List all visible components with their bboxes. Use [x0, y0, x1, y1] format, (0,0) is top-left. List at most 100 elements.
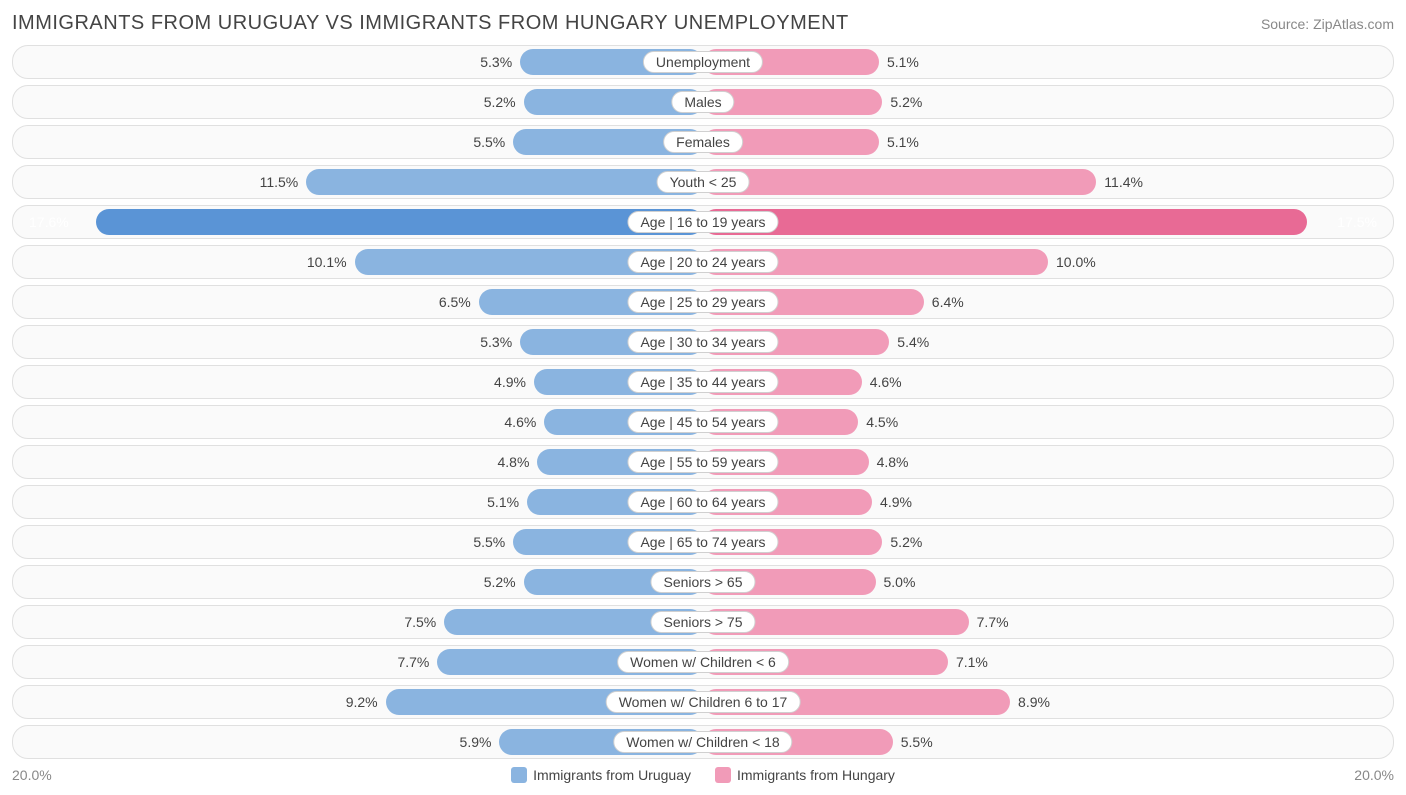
value-right: 5.5%: [893, 734, 941, 750]
bar-right-container: 8.9%: [703, 689, 1393, 715]
chart-row: 6.5% 6.4% Age | 25 to 29 years: [12, 285, 1394, 319]
category-label: Age | 30 to 34 years: [627, 331, 778, 353]
butterfly-chart: 5.3% 5.1% Unemployment 5.2% 5.2% Males 5.5% 5.1…: [12, 45, 1394, 759]
chart-row: 17.6% 17.5% Age | 16 to 19 years: [12, 205, 1394, 239]
value-right: 6.4%: [924, 294, 972, 310]
value-right: 7.1%: [948, 654, 996, 670]
category-label: Age | 35 to 44 years: [627, 371, 778, 393]
bar-right-container: 4.6%: [703, 369, 1393, 395]
chart-footer: 20.0% Immigrants from Uruguay Immigrants…: [12, 767, 1394, 783]
value-left: 7.5%: [396, 614, 444, 630]
category-label: Males: [671, 91, 734, 113]
bar-left-container: 5.5%: [13, 129, 703, 155]
axis-max-left: 20.0%: [12, 767, 52, 783]
value-right: 5.1%: [879, 134, 927, 150]
bar-left-container: 5.2%: [13, 89, 703, 115]
category-label: Age | 55 to 59 years: [627, 451, 778, 473]
value-right: 7.7%: [969, 614, 1017, 630]
chart-row: 4.8% 4.8% Age | 55 to 59 years: [12, 445, 1394, 479]
value-left: 5.9%: [452, 734, 500, 750]
chart-row: 7.5% 7.7% Seniors > 75: [12, 605, 1394, 639]
value-left: 5.5%: [465, 534, 513, 550]
bar-right-container: 5.0%: [703, 569, 1393, 595]
category-label: Unemployment: [643, 51, 763, 73]
chart-row: 5.2% 5.2% Males: [12, 85, 1394, 119]
bar-right-container: 7.7%: [703, 609, 1393, 635]
value-left: 5.1%: [479, 494, 527, 510]
value-right: 8.9%: [1010, 694, 1058, 710]
value-left: 5.5%: [465, 134, 513, 150]
category-label: Age | 16 to 19 years: [627, 211, 778, 233]
bar-left-container: 4.8%: [13, 449, 703, 475]
value-right: 17.5%: [1329, 214, 1385, 230]
bar-left-container: 11.5%: [13, 169, 703, 195]
value-right: 5.2%: [882, 94, 930, 110]
bar-right-container: 5.4%: [703, 329, 1393, 355]
legend-swatch-left: [511, 767, 527, 783]
legend-label-left: Immigrants from Uruguay: [533, 767, 691, 783]
value-left: 5.3%: [472, 54, 520, 70]
category-label: Women w/ Children < 6: [617, 651, 789, 673]
value-left: 7.7%: [389, 654, 437, 670]
bar-right-container: 4.9%: [703, 489, 1393, 515]
bar-left-container: 10.1%: [13, 249, 703, 275]
bar-right-container: 10.0%: [703, 249, 1393, 275]
value-left: 4.9%: [486, 374, 534, 390]
value-right: 4.8%: [869, 454, 917, 470]
value-left: 17.6%: [21, 214, 77, 230]
bar-right-container: 5.5%: [703, 729, 1393, 755]
chart-row: 5.5%5.2%Age | 65 to 74 years: [12, 525, 1394, 559]
bar-left-container: 6.5%: [13, 289, 703, 315]
category-label: Seniors > 65: [651, 571, 756, 593]
category-label: Age | 20 to 24 years: [627, 251, 778, 273]
bar-left-container: 7.7%: [13, 649, 703, 675]
bar-right-container: 7.1%: [703, 649, 1393, 675]
chart-row: 5.3% 5.4% Age | 30 to 34 years: [12, 325, 1394, 359]
value-right: 5.1%: [879, 54, 927, 70]
bar-right-container: 5.2%: [703, 89, 1393, 115]
value-right: 4.6%: [862, 374, 910, 390]
bar-left: [96, 209, 703, 235]
value-left: 5.2%: [476, 574, 524, 590]
chart-row: 5.1%4.9%Age | 60 to 64 years: [12, 485, 1394, 519]
bar-left-container: 7.5%: [13, 609, 703, 635]
value-right: 5.0%: [876, 574, 924, 590]
category-label: Seniors > 75: [651, 611, 756, 633]
value-left: 5.3%: [472, 334, 520, 350]
category-label: Youth < 25: [657, 171, 750, 193]
value-left: 4.8%: [489, 454, 537, 470]
chart-row: 5.3% 5.1% Unemployment: [12, 45, 1394, 79]
chart-row: 4.6%4.5%Age | 45 to 54 years: [12, 405, 1394, 439]
bar-right-container: 5.2%: [703, 529, 1393, 555]
value-right: 5.4%: [889, 334, 937, 350]
bar-right-container: 11.4%: [703, 169, 1393, 195]
bar-left-container: 5.1%: [13, 489, 703, 515]
category-label: Women w/ Children < 18: [613, 731, 792, 753]
category-label: Females: [663, 131, 743, 153]
bar-right: [703, 209, 1307, 235]
chart-row: 4.9% 4.6% Age | 35 to 44 years: [12, 365, 1394, 399]
chart-row: 5.9% 5.5% Women w/ Children < 18: [12, 725, 1394, 759]
category-label: Age | 25 to 29 years: [627, 291, 778, 313]
value-left: 9.2%: [338, 694, 386, 710]
legend-item-left: Immigrants from Uruguay: [511, 767, 691, 783]
value-left: 6.5%: [431, 294, 479, 310]
value-left: 4.6%: [496, 414, 544, 430]
bar-left-container: 4.9%: [13, 369, 703, 395]
bar-right-container: 4.5%: [703, 409, 1393, 435]
value-right: 4.5%: [858, 414, 906, 430]
bar-right-container: 4.8%: [703, 449, 1393, 475]
category-label: Women w/ Children 6 to 17: [606, 691, 801, 713]
axis-max-right: 20.0%: [1354, 767, 1394, 783]
bar-left-container: 5.9%: [13, 729, 703, 755]
chart-row: 10.1% 10.0% Age | 20 to 24 years: [12, 245, 1394, 279]
bar-left-container: 17.6%: [13, 209, 703, 235]
bar-left-container: 4.6%: [13, 409, 703, 435]
bar-left: [306, 169, 703, 195]
legend-swatch-right: [715, 767, 731, 783]
chart-row: 7.7% 7.1% Women w/ Children < 6: [12, 645, 1394, 679]
value-left: 5.2%: [476, 94, 524, 110]
chart-row: 11.5%11.4%Youth < 25: [12, 165, 1394, 199]
value-right: 10.0%: [1048, 254, 1104, 270]
value-right: 4.9%: [872, 494, 920, 510]
